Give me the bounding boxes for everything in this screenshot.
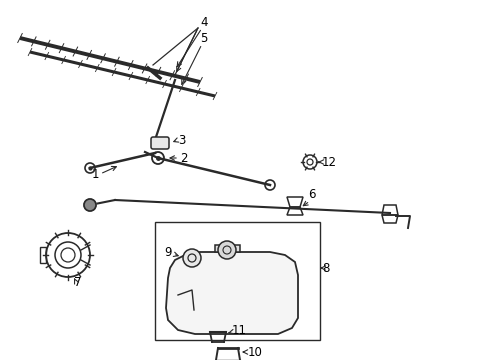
Text: 5: 5	[200, 31, 207, 45]
Text: 3: 3	[178, 134, 185, 147]
Text: 1: 1	[92, 167, 99, 180]
Polygon shape	[215, 245, 240, 252]
Text: 11: 11	[232, 324, 247, 337]
Circle shape	[218, 241, 236, 259]
Circle shape	[84, 199, 96, 211]
Text: 2: 2	[180, 152, 188, 165]
Text: 7: 7	[74, 275, 81, 288]
Text: 12: 12	[322, 156, 337, 168]
Circle shape	[183, 249, 201, 267]
Text: 10: 10	[248, 346, 263, 359]
Text: 9: 9	[165, 246, 172, 258]
Text: 8: 8	[322, 261, 329, 274]
FancyBboxPatch shape	[151, 137, 169, 149]
Text: 6: 6	[308, 189, 316, 202]
Text: 4: 4	[200, 15, 207, 28]
Polygon shape	[166, 252, 298, 334]
